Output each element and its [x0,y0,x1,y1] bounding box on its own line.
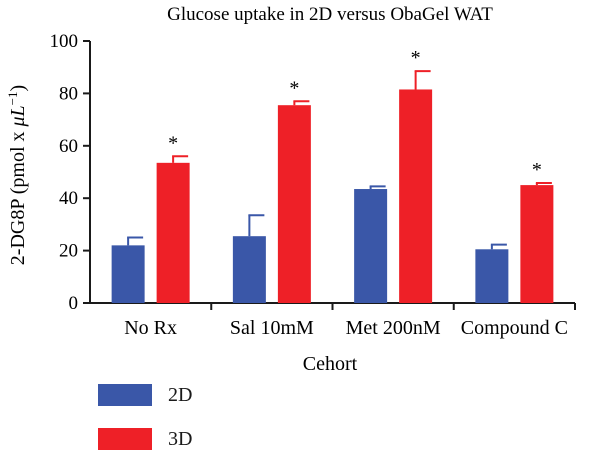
plot-area: 0 20 40 60 80 100 No Rx * Sal 10mM * Met 200nM * Com… [50,31,576,339]
legend: 2D 3D [98,384,192,472]
bar-chart: Glucose uptake in 2D versus ObaGel WAT 2… [5,4,576,375]
significance-marker-1: * [289,77,299,99]
y-tick-label-3: 60 [59,136,78,157]
bar-2d-0 [111,245,145,303]
y-axis-title-text: 2-DG8P (pmol x [7,126,29,265]
x-tick-label-1: Sal 10mM [230,317,314,339]
y-tick-label-4: 80 [59,83,78,104]
legend-item-2d: 2D [98,384,192,406]
legend-label-3d: 3D [168,427,193,450]
legend-label-2d: 2D [168,383,193,406]
significance-marker-2: * [411,47,421,69]
bar-2d-2 [354,189,388,303]
y-tick-label-2: 40 [59,188,78,209]
legend-item-3d: 3D [98,428,192,450]
x-tick-label-0: No Rx [124,317,177,339]
significance-marker-0: * [168,132,178,154]
bar-3d-1 [277,105,311,303]
x-axis-title: Cehort [303,353,358,375]
y-tick-label-1: 20 [59,241,78,262]
legend-swatch-3d [98,428,152,450]
y-tick-label-5: 100 [50,31,79,52]
x-tick-label-3: Compound C [461,317,568,339]
y-axis-title-unit: L [7,105,29,117]
y-axis-title-close: ) [7,85,29,92]
y-axis-title-mu: μ [7,116,29,127]
chart-title: Glucose uptake in 2D versus ObaGel WAT [167,4,493,25]
y-tick-label-0: 0 [69,293,79,314]
significance-marker-3: * [532,159,542,181]
svg-text:2-DG8P (pmol x μL−1): 2-DG8P (pmol x μL−1) [5,85,29,265]
x-tick-label-2: Met 200nM [346,317,441,339]
bar-3d-2 [399,89,433,303]
bar-2d-1 [232,236,266,303]
bar-2d-3 [475,249,509,303]
bar-3d-0 [156,162,190,303]
y-axis-title: 2-DG8P (pmol x μL−1) [5,85,29,265]
y-axis-title-exponent: −1 [5,91,20,105]
legend-swatch-2d [98,384,152,406]
bar-3d-3 [520,185,554,303]
